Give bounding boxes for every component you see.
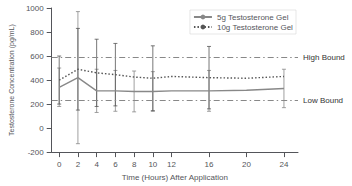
svg-text:Testosterone Concentration (pg: Testosterone Concentration (pg/mL) (8, 24, 16, 136)
svg-text:10g Testosterone Gel: 10g Testosterone Gel (217, 23, 293, 32)
svg-text:6: 6 (113, 160, 118, 169)
svg-text:High Bound: High Bound (303, 53, 345, 62)
svg-text:0: 0 (39, 124, 44, 133)
svg-text:0: 0 (57, 160, 62, 169)
svg-text:8: 8 (132, 160, 137, 169)
svg-text:16: 16 (205, 160, 214, 169)
svg-text:2: 2 (76, 160, 81, 169)
svg-text:12: 12 (167, 160, 176, 169)
svg-text:20: 20 (242, 160, 251, 169)
svg-text:600: 600 (30, 52, 44, 61)
svg-text:1000: 1000 (26, 4, 44, 13)
svg-text:-200: -200 (28, 148, 45, 157)
svg-text:Time (Hours) After Application: Time (Hours) After Application (122, 173, 228, 182)
svg-text:800: 800 (30, 28, 44, 37)
svg-text:24: 24 (279, 160, 288, 169)
svg-text:10: 10 (148, 160, 157, 169)
svg-text:5g Testosterone Gel: 5g Testosterone Gel (217, 13, 289, 22)
svg-text:200: 200 (30, 100, 44, 109)
svg-text:4: 4 (94, 160, 99, 169)
svg-text:Low Bound: Low Bound (303, 96, 343, 105)
svg-text:400: 400 (30, 76, 44, 85)
